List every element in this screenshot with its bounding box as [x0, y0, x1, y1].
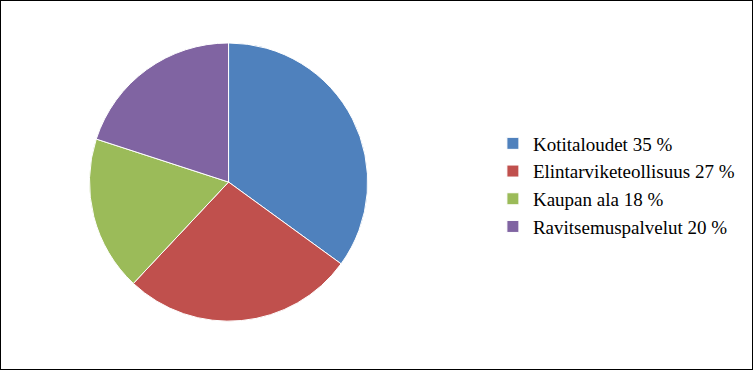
svg-text:Kotitaloudet 35 %: Kotitaloudet 35 %: [533, 134, 672, 155]
svg-text:Kaupan ala 18 %: Kaupan ala 18 %: [533, 189, 663, 210]
svg-text:Elintarviketeollisuus 27 %: Elintarviketeollisuus 27 %: [533, 161, 735, 182]
svg-text:Ravitsemuspalvelut 20 %: Ravitsemuspalvelut 20 %: [533, 217, 727, 238]
